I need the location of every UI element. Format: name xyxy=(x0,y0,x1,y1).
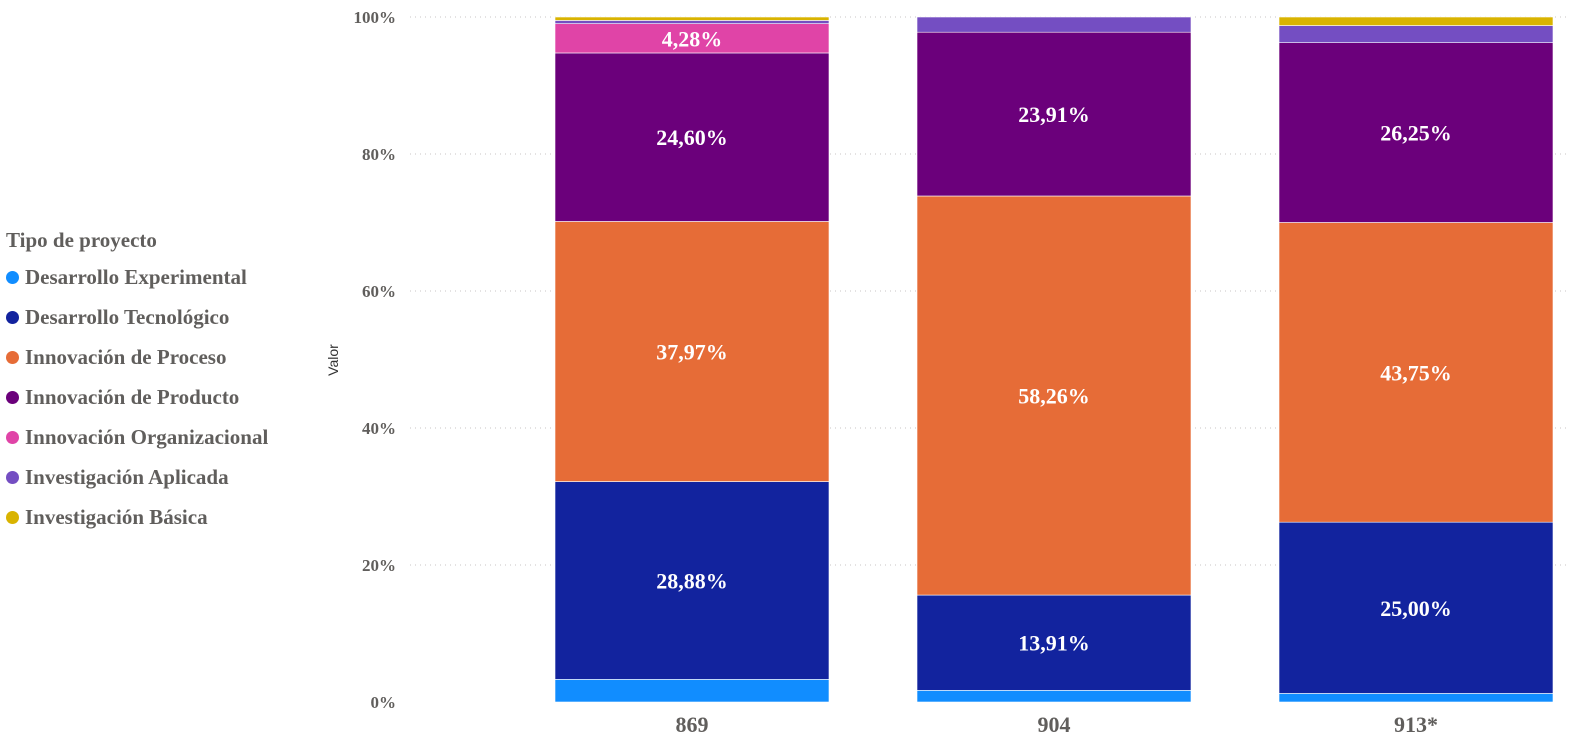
legend-item[interactable]: Investigación Aplicada xyxy=(6,457,326,497)
x-tick-label: 913* xyxy=(1394,712,1438,737)
x-tick-label: 869 xyxy=(676,712,709,737)
y-tick-label: 100% xyxy=(354,8,397,27)
data-label: 26,25% xyxy=(1380,121,1452,146)
legend-label: Desarrollo Experimental xyxy=(25,264,247,289)
legend-dot-icon xyxy=(6,390,19,404)
data-label: 13,91% xyxy=(1018,631,1090,656)
legend-dot-icon xyxy=(6,510,19,524)
legend-label: Investigación Aplicada xyxy=(25,464,229,489)
y-tick-label: 20% xyxy=(362,556,396,575)
bar-segment[interactable] xyxy=(1278,222,1554,523)
legend-label: Innovación Organizacional xyxy=(25,424,269,449)
bar-segment[interactable] xyxy=(916,594,1192,691)
data-label: 4,28% xyxy=(662,26,723,51)
y-tick-label: 80% xyxy=(362,145,396,164)
data-label: 58,26% xyxy=(1018,384,1090,409)
bar-segment[interactable] xyxy=(554,481,830,680)
bar-segment[interactable] xyxy=(554,23,830,54)
legend: Tipo de proyecto Desarrollo Experimental… xyxy=(6,228,326,537)
bar-segment[interactable] xyxy=(1278,16,1554,26)
bar-segment[interactable] xyxy=(554,16,830,21)
bar-segment[interactable] xyxy=(916,195,1192,596)
legend-dot-icon xyxy=(6,350,19,364)
x-axis-ticks: 869 904 913* xyxy=(676,712,1439,737)
data-label: 24,60% xyxy=(656,125,728,150)
bar-segment[interactable] xyxy=(1278,693,1554,703)
legend-item[interactable]: Investigación Básica xyxy=(6,497,326,537)
y-tick-label: 0% xyxy=(371,693,397,712)
y-axis-label: Valor xyxy=(325,344,341,376)
data-label: 43,75% xyxy=(1380,360,1452,385)
legend-dot-icon xyxy=(6,310,19,324)
legend-item[interactable]: Innovación de Proceso xyxy=(6,337,326,377)
legend-item[interactable]: Innovación Organizacional xyxy=(6,417,326,457)
legend-title: Tipo de proyecto xyxy=(6,228,157,252)
bar-segment[interactable] xyxy=(1278,42,1554,223)
legend-item[interactable]: Desarrollo Tecnológico xyxy=(6,297,326,337)
bar-segment[interactable] xyxy=(554,52,830,222)
data-label: 28,88% xyxy=(656,568,728,593)
y-tick-label: 60% xyxy=(362,282,396,301)
bar-segment[interactable] xyxy=(554,20,830,24)
legend-item[interactable]: Innovación de Producto xyxy=(6,377,326,417)
bar-segment[interactable] xyxy=(1278,521,1554,694)
legend-dot-icon xyxy=(6,470,19,484)
x-tick-label: 904 xyxy=(1038,712,1071,737)
legend-items: Desarrollo Experimental Desarrollo Tecnol… xyxy=(6,257,326,537)
legend-dot-icon xyxy=(6,430,19,444)
legend-label: Innovación de Producto xyxy=(25,384,240,409)
bar-segment[interactable] xyxy=(916,690,1192,703)
y-tick-label: 40% xyxy=(362,419,396,438)
data-labels: 28,88% 37,97% 24,60% 4,28% 13,91% 58,26% 23,91… xyxy=(656,26,1452,655)
data-label: 23,91% xyxy=(1018,102,1090,127)
bar-segment[interactable] xyxy=(916,16,1192,33)
legend-label: Investigación Básica xyxy=(25,504,208,529)
data-label: 25,00% xyxy=(1380,596,1452,621)
legend-item[interactable]: Desarrollo Experimental xyxy=(6,257,326,297)
legend-label: Desarrollo Tecnológico xyxy=(25,304,230,329)
legend-label: Innovación de Proceso xyxy=(25,344,227,369)
bar-segment[interactable] xyxy=(916,31,1192,197)
legend-dot-icon xyxy=(6,270,19,284)
bars xyxy=(554,16,1554,703)
data-label: 37,97% xyxy=(656,340,728,365)
y-axis-ticks: 0% 20% 40% 60% 80% 100% xyxy=(354,8,397,712)
bar-segment[interactable] xyxy=(1278,25,1554,43)
bar-segment[interactable] xyxy=(554,679,830,703)
